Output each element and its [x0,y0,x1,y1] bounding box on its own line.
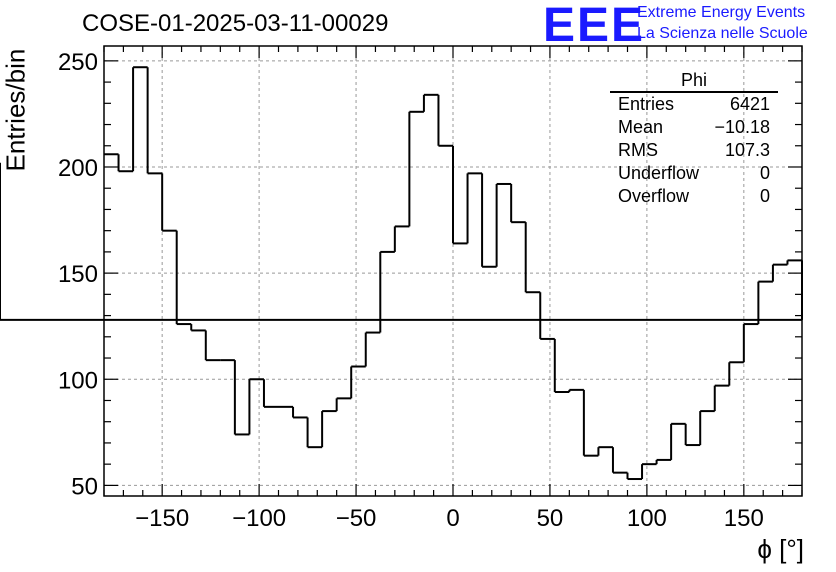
stats-value: −10.18 [714,117,770,137]
tick-labels: −150 −100 −50 0 50 100 150 50 100 150 200 250 [58,49,764,532]
x-tick-label: 100 [627,505,667,532]
stats-label: RMS [618,140,658,160]
stats-row-rms: RMS 107.3 [610,139,778,162]
axes [103,45,803,497]
stats-row-underflow: Underflow 0 [610,162,778,185]
x-tick-label: −50 [336,505,377,532]
histogram-series [0,66,803,481]
stats-value: 107.3 [724,140,770,160]
stats-box-title: Phi [610,70,778,93]
stats-label: Underflow [618,163,700,183]
y-tick-label: 150 [58,261,98,288]
logo-subtitle-line-2: La Scienza nelle Scuole [637,25,808,42]
grid-lines [104,46,802,496]
y-tick-label: 100 [58,367,98,394]
stats-row-entries: Entries 6421 [610,93,778,116]
stats-row-overflow: Overflow 0 [610,185,778,208]
stats-label: Overflow [618,186,690,206]
logo-subtitle-line-1: Extreme Energy Events [637,4,806,21]
stats-label: Entries [618,94,675,114]
y-tick-label: 250 [58,49,98,76]
x-tick-label: 150 [724,505,764,532]
stats-value: 0 [759,163,770,183]
y-tick-label: 50 [71,473,98,500]
y-axis-label: Entries/bin [0,48,31,172]
plot-title: COSE-01-2025-03-11-00029 [82,10,389,37]
x-axis-label: ϕ [°] [757,534,804,564]
stats-value: 0 [759,186,770,206]
x-tick-label: −100 [232,505,286,532]
x-tick-label: 50 [537,505,564,532]
x-tick-label: −150 [135,505,189,532]
stats-value: 6421 [729,94,770,114]
stats-row-mean: Mean −10.18 [610,116,778,139]
stats-box: Phi Entries 6421 Mean −10.18 RMS 107.3 U… [610,70,778,208]
y-tick-label: 200 [58,155,98,182]
x-tick-label: 0 [446,505,459,532]
eee-logo: EEE [543,0,646,52]
stats-label: Mean [618,117,664,137]
